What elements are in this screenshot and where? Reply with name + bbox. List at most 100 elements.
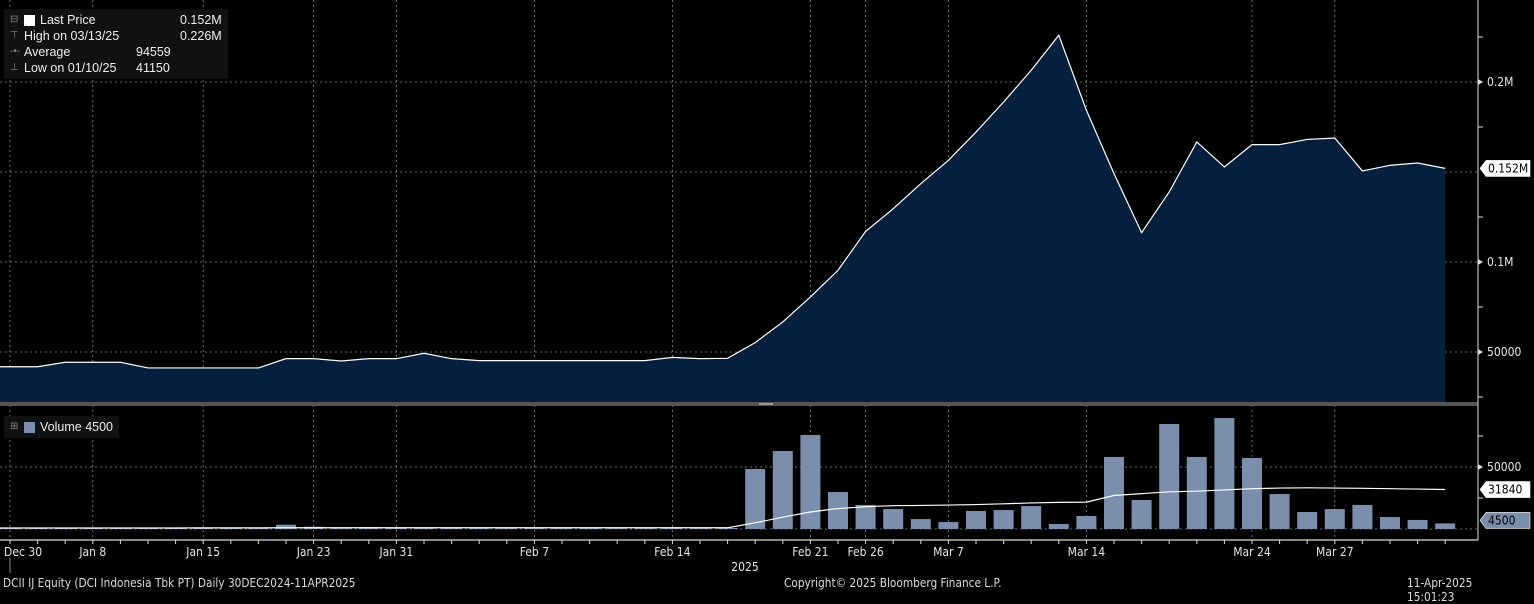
x-year-label: 2025 <box>731 560 758 574</box>
volume-bar <box>828 492 848 529</box>
price-area <box>0 35 1446 402</box>
price-tick-marker <box>1478 349 1483 355</box>
volume-bar <box>1352 504 1373 529</box>
volume-bar <box>27 528 48 529</box>
volume-bar <box>1214 418 1235 529</box>
volume-average-tag <box>1479 481 1531 498</box>
price-tick-marker <box>1478 79 1483 85</box>
x-tick-label: Jan 15 <box>185 545 220 559</box>
legend-high: ⊤ High on 03/13/25 0.226M <box>10 28 222 44</box>
x-tick-label: Jan 23 <box>296 545 331 559</box>
volume-bar <box>82 528 103 529</box>
volume-bar <box>993 510 1014 529</box>
legend-average: -•- Average 94559 <box>10 44 222 60</box>
volume-bar <box>579 528 600 529</box>
volume-bar <box>1186 456 1207 529</box>
volume-bar <box>910 519 931 529</box>
timestamp: 11-Apr-2025 15:01:23 <box>1407 576 1473 604</box>
volume-bar <box>1297 512 1318 529</box>
x-tick-label: Feb 21 <box>792 545 828 559</box>
security-description: DCII IJ Equity (DCI Indonesia Tbk PT) Da… <box>3 576 356 590</box>
last-price-tag <box>1479 160 1531 177</box>
volume-bar <box>552 527 572 529</box>
volume-tick-marker <box>1478 464 1483 470</box>
volume-tick-label: 50000 <box>1487 460 1521 474</box>
average-value: 94559 <box>136 45 171 59</box>
panel-divider <box>0 402 1478 406</box>
volume-bar <box>772 451 793 529</box>
legend-last-price[interactable]: ⊟ Last Price 0.152M <box>10 13 222 27</box>
volume-bar <box>634 528 655 529</box>
high-label: High on 03/13/25 <box>24 29 120 43</box>
low-marker-icon: ⊥ <box>10 62 19 73</box>
last-price-swatch-icon <box>24 14 35 26</box>
last-price-label: Last Price <box>40 13 96 27</box>
volume-bar <box>1324 509 1345 529</box>
panel-resize-handle <box>759 403 773 405</box>
volume-bar <box>193 528 214 529</box>
x-tick-label: Dec 30 <box>4 545 42 559</box>
x-tick-label: Feb 14 <box>654 545 690 559</box>
volume-bar <box>276 524 296 529</box>
last-price-value: 0.152M <box>180 13 222 27</box>
volume-bar <box>1159 423 1180 529</box>
low-label: Low on 01/10/25 <box>24 61 117 75</box>
x-tick-label: Jan 8 <box>78 545 106 559</box>
volume-bar <box>1435 523 1456 529</box>
volume-bar <box>1021 506 1042 529</box>
last-price-label: 0.152M <box>1488 161 1528 175</box>
volume-label: Volume <box>40 420 82 434</box>
volume-bar <box>855 504 876 529</box>
volume-bar <box>717 528 738 529</box>
price-tick-label: 0.2M <box>1487 75 1513 89</box>
volume-bar <box>966 511 986 529</box>
volume-swatch-icon <box>24 421 35 433</box>
volume-bar <box>441 527 462 529</box>
volume-bar <box>1269 494 1290 529</box>
volume-bar <box>607 528 628 529</box>
volume-bar <box>800 435 821 529</box>
x-tick-label: Feb 26 <box>847 545 883 559</box>
volume-bar <box>1131 499 1152 529</box>
x-tick-label: Mar 7 <box>933 545 964 559</box>
volume-bar <box>469 528 490 529</box>
price-tick-marker <box>1478 259 1483 265</box>
average-marker-icon: -•- <box>10 46 21 57</box>
low-value: 41150 <box>136 61 170 75</box>
volume-bar <box>386 527 407 529</box>
x-tick-label: Mar 14 <box>1068 545 1106 559</box>
volume-bar <box>110 528 131 529</box>
price-line <box>0 33 1446 369</box>
volume-bar <box>1242 457 1262 529</box>
volume-bar <box>690 528 710 529</box>
average-label: Average <box>24 45 71 59</box>
volume-bar <box>1076 515 1097 529</box>
volume-bar <box>745 468 766 529</box>
price-legend: ⊟ Last Price 0.152M ⊤ High on 03/13/25 0.226… <box>4 9 228 79</box>
volume-bar <box>1104 456 1124 529</box>
volume-moving-average-line <box>0 487 1446 529</box>
volume-bar <box>883 509 904 529</box>
volume-average-label: 31840 <box>1488 483 1522 497</box>
volume-bar <box>220 528 241 529</box>
x-tick-label: Mar 24 <box>1233 545 1271 559</box>
volume-value: 4500 <box>85 420 113 434</box>
volume-bar <box>938 522 959 529</box>
volume-bar <box>138 528 158 529</box>
copyright: Copyright© 2025 Bloomberg Finance L.P. <box>784 576 1002 590</box>
legend-volume[interactable]: ⊞ Volume 4500 <box>10 420 113 434</box>
x-tick-label: Jan 31 <box>378 545 413 559</box>
volume-bar <box>331 528 352 529</box>
price-tick-label: 0.1M <box>1487 255 1513 269</box>
volume-legend: ⊞ Volume 4500 <box>4 416 119 438</box>
high-marker-icon: ⊤ <box>10 30 19 41</box>
last-volume-tag <box>1479 512 1531 529</box>
volume-bar <box>1407 519 1428 529</box>
high-value: 0.226M <box>180 29 222 43</box>
x-tick-label: Mar 27 <box>1316 545 1354 559</box>
last-volume-label: 4500 <box>1488 513 1516 527</box>
x-tick-label: Feb 7 <box>520 545 549 559</box>
volume-bar <box>1380 516 1400 529</box>
volume-bar <box>1048 524 1069 529</box>
